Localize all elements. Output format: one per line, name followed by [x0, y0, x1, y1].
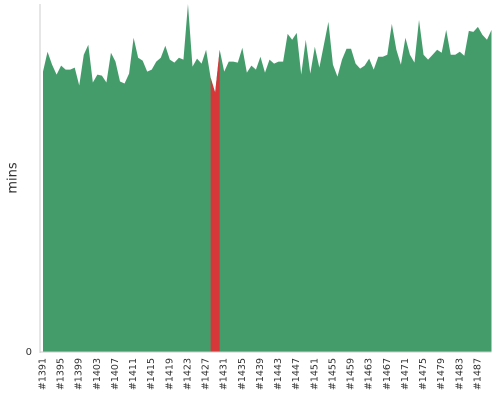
- x-tick-label: #1391: [38, 358, 49, 390]
- y-tick-label: 0: [26, 347, 32, 358]
- y-axis-label: mins: [6, 162, 21, 194]
- x-tick-label: #1435: [237, 358, 248, 390]
- x-tick-label: #1467: [382, 358, 393, 390]
- x-tick-label: #1415: [146, 358, 157, 390]
- x-tick-label: #1423: [182, 358, 193, 390]
- area-highlight: [210, 49, 220, 352]
- x-tick-label: #1475: [418, 358, 429, 390]
- x-tick-label: #1443: [273, 358, 284, 390]
- x-tick-label: #1447: [291, 358, 302, 390]
- x-tick-label: #1431: [219, 358, 230, 390]
- x-tick-label: #1463: [364, 358, 375, 390]
- x-tick-label: #1483: [454, 358, 465, 390]
- x-tick-label: #1411: [128, 358, 139, 390]
- x-tick-label: #1479: [436, 358, 447, 390]
- x-tick-label: #1407: [110, 358, 121, 390]
- x-tick-label: #1471: [400, 358, 411, 390]
- x-tick-label: #1427: [201, 358, 212, 390]
- x-tick-label: #1487: [472, 358, 483, 390]
- area: [43, 4, 492, 352]
- x-tick-label: #1455: [327, 358, 338, 390]
- x-tick-label: #1419: [164, 358, 175, 390]
- x-tick-label: #1451: [309, 358, 320, 390]
- x-tick-label: #1399: [74, 358, 85, 390]
- x-tick-label: #1459: [346, 358, 357, 390]
- x-tick-label: #1395: [56, 358, 67, 390]
- x-tick-label: #1439: [255, 358, 266, 390]
- x-tick-label: #1403: [92, 358, 103, 390]
